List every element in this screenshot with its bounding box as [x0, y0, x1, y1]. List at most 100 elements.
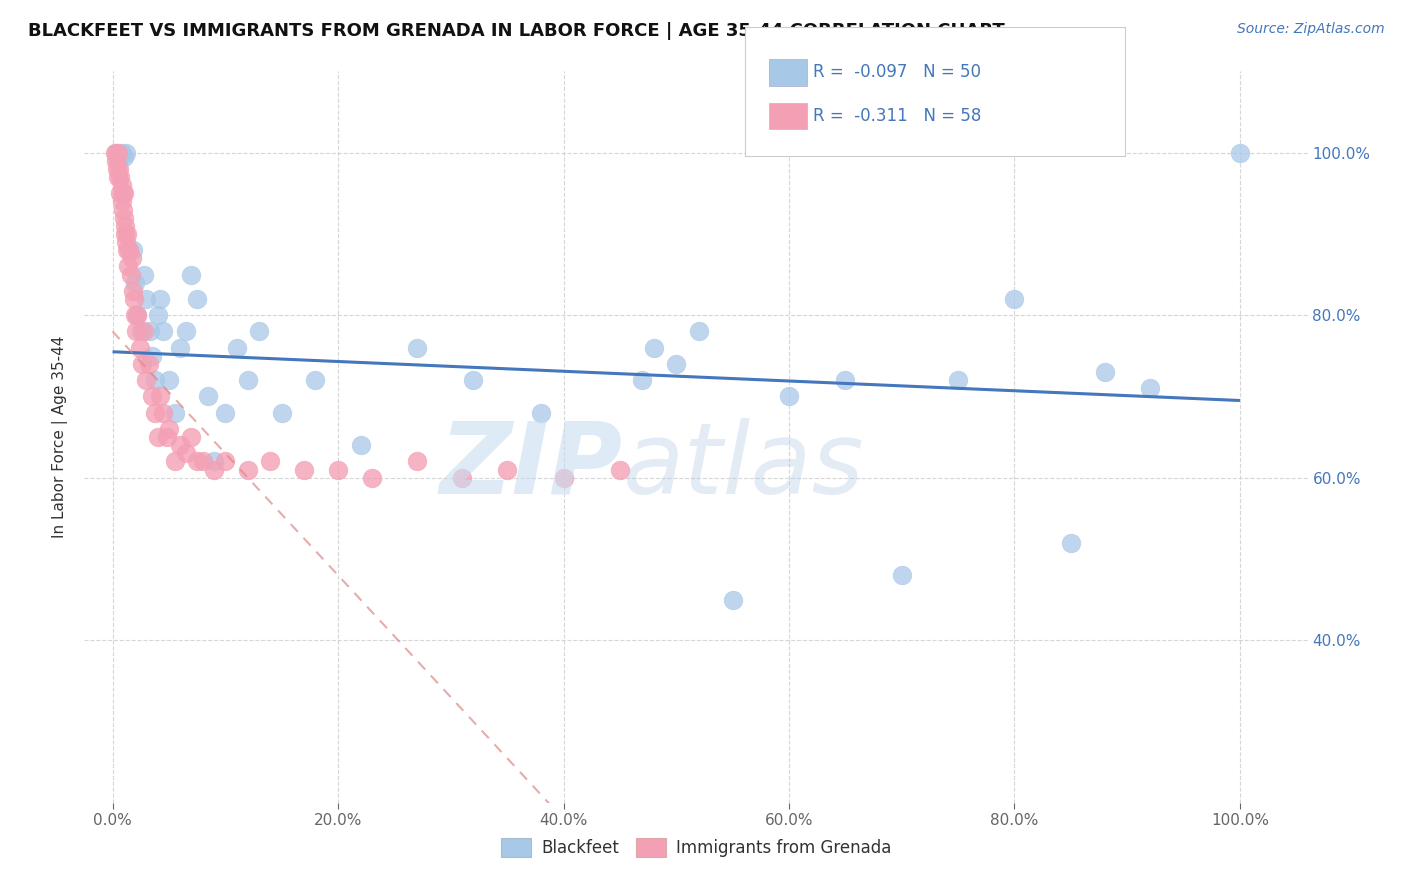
Point [105, 161, 128, 176]
Point [107, 169, 129, 184]
Point [115, 227, 138, 241]
Point [451, 471, 474, 485]
Point [112, 211, 135, 225]
Point [1094, 365, 1116, 379]
Point [146, 430, 169, 444]
Text: atlas: atlas [623, 417, 865, 515]
Point [135, 373, 157, 387]
Point [834, 373, 856, 387]
Point [946, 373, 969, 387]
Point [406, 341, 429, 355]
Y-axis label: In Labor Force | Age 35-44: In Labor Force | Age 35-44 [52, 336, 69, 538]
Point [778, 389, 800, 403]
Point [149, 389, 172, 403]
Point [553, 471, 575, 485]
Point [721, 592, 744, 607]
Point [110, 186, 132, 201]
Point [104, 153, 127, 168]
Point [121, 243, 143, 257]
Point [125, 325, 148, 339]
Point [135, 292, 157, 306]
Point [191, 454, 214, 468]
Point [107, 153, 129, 168]
Point [236, 462, 259, 476]
Point [132, 325, 155, 339]
Point [463, 373, 485, 387]
Point [186, 292, 208, 306]
Point [688, 325, 710, 339]
Point [156, 430, 179, 444]
Point [890, 568, 912, 582]
Point [349, 438, 371, 452]
Point [186, 454, 208, 468]
Point [530, 406, 553, 420]
Point [115, 243, 138, 257]
Point [152, 406, 174, 420]
Point [110, 169, 132, 184]
Point [665, 357, 688, 371]
Point [108, 161, 131, 176]
Point [111, 202, 134, 217]
Point [236, 373, 259, 387]
Point [406, 454, 429, 468]
Point [145, 406, 167, 420]
Point [163, 406, 186, 420]
Point [149, 292, 172, 306]
Point [122, 292, 145, 306]
Point [202, 454, 225, 468]
Point [128, 341, 150, 355]
Legend: Blackfeet, Immigrants from Grenada: Blackfeet, Immigrants from Grenada [495, 831, 897, 864]
Point [145, 373, 167, 387]
Point [117, 260, 139, 274]
Point [214, 406, 236, 420]
Point [110, 178, 132, 193]
Point [107, 145, 129, 160]
Point [202, 462, 225, 476]
Point [360, 471, 382, 485]
Point [1229, 145, 1251, 160]
Text: R =  -0.311   N = 58: R = -0.311 N = 58 [813, 107, 981, 125]
Point [114, 227, 136, 241]
Point [138, 357, 160, 371]
Point [180, 268, 202, 282]
Point [104, 145, 127, 160]
Text: ZIP: ZIP [440, 417, 623, 515]
Point [157, 373, 180, 387]
Point [247, 325, 270, 339]
Point [496, 462, 519, 476]
Point [146, 308, 169, 322]
Point [259, 454, 281, 468]
Point [104, 145, 127, 160]
Point [112, 186, 135, 201]
Point [1004, 292, 1026, 306]
Point [631, 373, 654, 387]
Point [609, 462, 631, 476]
Point [152, 325, 174, 339]
Point [1139, 381, 1161, 395]
Point [163, 454, 186, 468]
Point [141, 349, 163, 363]
Point [120, 268, 142, 282]
Point [141, 389, 163, 403]
Point [121, 284, 143, 298]
Text: R =  -0.097   N = 50: R = -0.097 N = 50 [813, 63, 980, 81]
Point [118, 243, 141, 257]
Point [292, 462, 315, 476]
Point [127, 308, 149, 322]
Point [169, 341, 191, 355]
Point [139, 325, 162, 339]
Point [131, 357, 153, 371]
Point [110, 194, 132, 209]
Point [115, 235, 138, 249]
Point [174, 446, 197, 460]
Point [214, 454, 236, 468]
Point [129, 325, 152, 339]
Point [169, 438, 191, 452]
Point [180, 430, 202, 444]
Point [132, 268, 155, 282]
Point [127, 308, 149, 322]
Point [157, 422, 180, 436]
Point [270, 406, 292, 420]
Text: BLACKFEET VS IMMIGRANTS FROM GRENADA IN LABOR FORCE | AGE 35-44 CORRELATION CHAR: BLACKFEET VS IMMIGRANTS FROM GRENADA IN … [28, 22, 1005, 40]
Text: Source: ZipAtlas.com: Source: ZipAtlas.com [1237, 22, 1385, 37]
